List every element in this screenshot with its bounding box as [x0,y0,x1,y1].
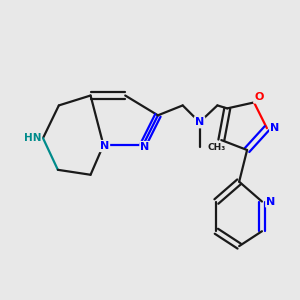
Text: N: N [195,117,204,127]
Text: N: N [140,142,150,152]
Text: O: O [254,92,264,103]
Text: N: N [100,141,109,151]
Text: CH₃: CH₃ [208,142,226,152]
Text: N: N [266,196,275,206]
Text: HN: HN [23,133,41,143]
Text: N: N [270,123,280,133]
